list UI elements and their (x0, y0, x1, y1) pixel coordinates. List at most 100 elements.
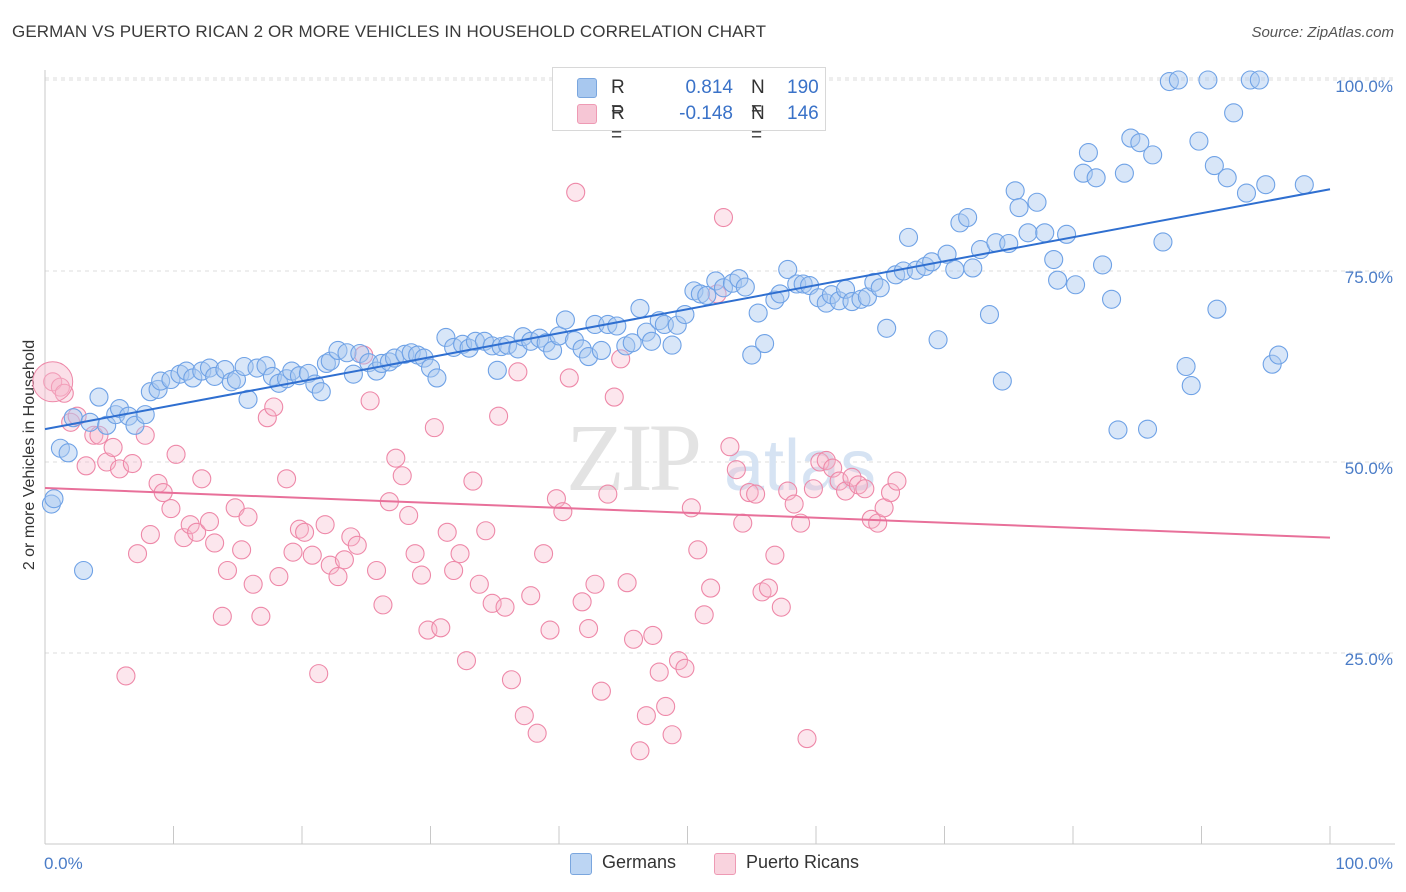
legend-r-value: -0.148 (679, 103, 733, 124)
data-point (1198, 70, 1218, 90)
data-point (508, 362, 528, 382)
data-point (656, 696, 676, 717)
data-point (54, 383, 74, 403)
data-point (1143, 145, 1163, 165)
data-point (328, 567, 348, 587)
data-point (1137, 419, 1158, 439)
data-point (1217, 168, 1237, 188)
data-point (540, 620, 560, 640)
data-point (103, 437, 123, 458)
data-point (521, 586, 541, 606)
data-point (1018, 223, 1038, 243)
data-point (979, 304, 1000, 325)
data-point (855, 479, 875, 499)
data-point (127, 544, 148, 564)
watermark: ZIP atlas (566, 404, 876, 511)
data-point (636, 706, 656, 726)
data-point (937, 244, 957, 264)
data-point (232, 540, 252, 560)
data-point (420, 358, 441, 378)
data-point (598, 484, 618, 504)
y-tick-labels: 25.0% 50.0% 75.0% 100.0% (1335, 77, 1393, 669)
watermark-atlas: atlas (724, 426, 876, 506)
data-point (1189, 131, 1209, 151)
data-point (334, 550, 354, 570)
data-point (928, 330, 948, 350)
data-point (735, 277, 755, 297)
data-point (251, 606, 271, 626)
data-point (283, 542, 303, 562)
data-point (1236, 183, 1257, 203)
legend-n-label: N = (751, 103, 765, 146)
data-point (221, 372, 241, 392)
data-point (553, 502, 573, 522)
data-point (463, 471, 483, 491)
data-point (180, 515, 200, 535)
data-point (373, 595, 393, 615)
data-point (58, 443, 78, 463)
data-point (192, 361, 212, 381)
data-point (298, 363, 318, 383)
data-point (225, 498, 245, 518)
data-point (877, 318, 897, 338)
trend-line (44, 486, 1331, 539)
data-point (487, 360, 507, 380)
data-point (963, 258, 983, 278)
data-point (623, 629, 644, 649)
data-point (1294, 175, 1314, 195)
data-point (309, 664, 329, 684)
data-point (778, 259, 798, 280)
data-point (591, 340, 611, 361)
data-point (572, 339, 592, 359)
data-point (74, 560, 94, 581)
data-point (1256, 175, 1276, 195)
data-point (347, 535, 367, 555)
legend-n-value: 190 (787, 77, 819, 98)
data-point (690, 284, 710, 304)
data-point (697, 285, 717, 305)
data-point (675, 658, 695, 678)
data-point (641, 331, 662, 351)
data-point (161, 499, 181, 519)
data-point (205, 533, 225, 553)
data-point (277, 469, 297, 489)
data-point (1207, 299, 1227, 319)
data-point (140, 525, 160, 545)
data-point (264, 397, 284, 417)
data-point (701, 578, 721, 598)
trend-lines (44, 188, 1331, 539)
data-point (668, 651, 689, 671)
axes (44, 70, 1395, 845)
data-point (591, 681, 611, 701)
data-point (1181, 376, 1201, 396)
data-point (1224, 103, 1244, 123)
data-point (482, 593, 502, 613)
data-point (424, 418, 444, 438)
data-point (399, 505, 419, 526)
data-point (688, 540, 708, 560)
data-point (514, 706, 534, 726)
data-point (41, 494, 61, 514)
stats-legend: R = 0.814 N = 190 R = -0.148 N = 146 (552, 67, 826, 146)
x-tick-labels: 0.0% 100.0% (44, 854, 1393, 873)
data-point (742, 345, 762, 365)
y-tick-label: 75.0% (1345, 268, 1393, 287)
data-point (1121, 128, 1141, 148)
data-point (243, 574, 263, 594)
series-germans (41, 70, 1314, 581)
data-point (1005, 181, 1025, 201)
legend-swatch-puerto-ricans (577, 104, 597, 124)
data-point (495, 597, 515, 617)
data-point (456, 651, 477, 671)
data-point (1035, 223, 1055, 243)
chart-title: GERMAN VS PUERTO RICAN 2 OR MORE VEHICLE… (12, 22, 767, 41)
data-point (257, 408, 277, 428)
legend-n-value: 146 (787, 103, 819, 124)
data-point (649, 662, 669, 682)
data-point (706, 271, 726, 291)
data-point (755, 334, 775, 354)
data-point (289, 519, 309, 539)
data-point (1114, 163, 1134, 183)
watermark-zip: ZIP (566, 404, 699, 511)
data-point (662, 335, 682, 355)
